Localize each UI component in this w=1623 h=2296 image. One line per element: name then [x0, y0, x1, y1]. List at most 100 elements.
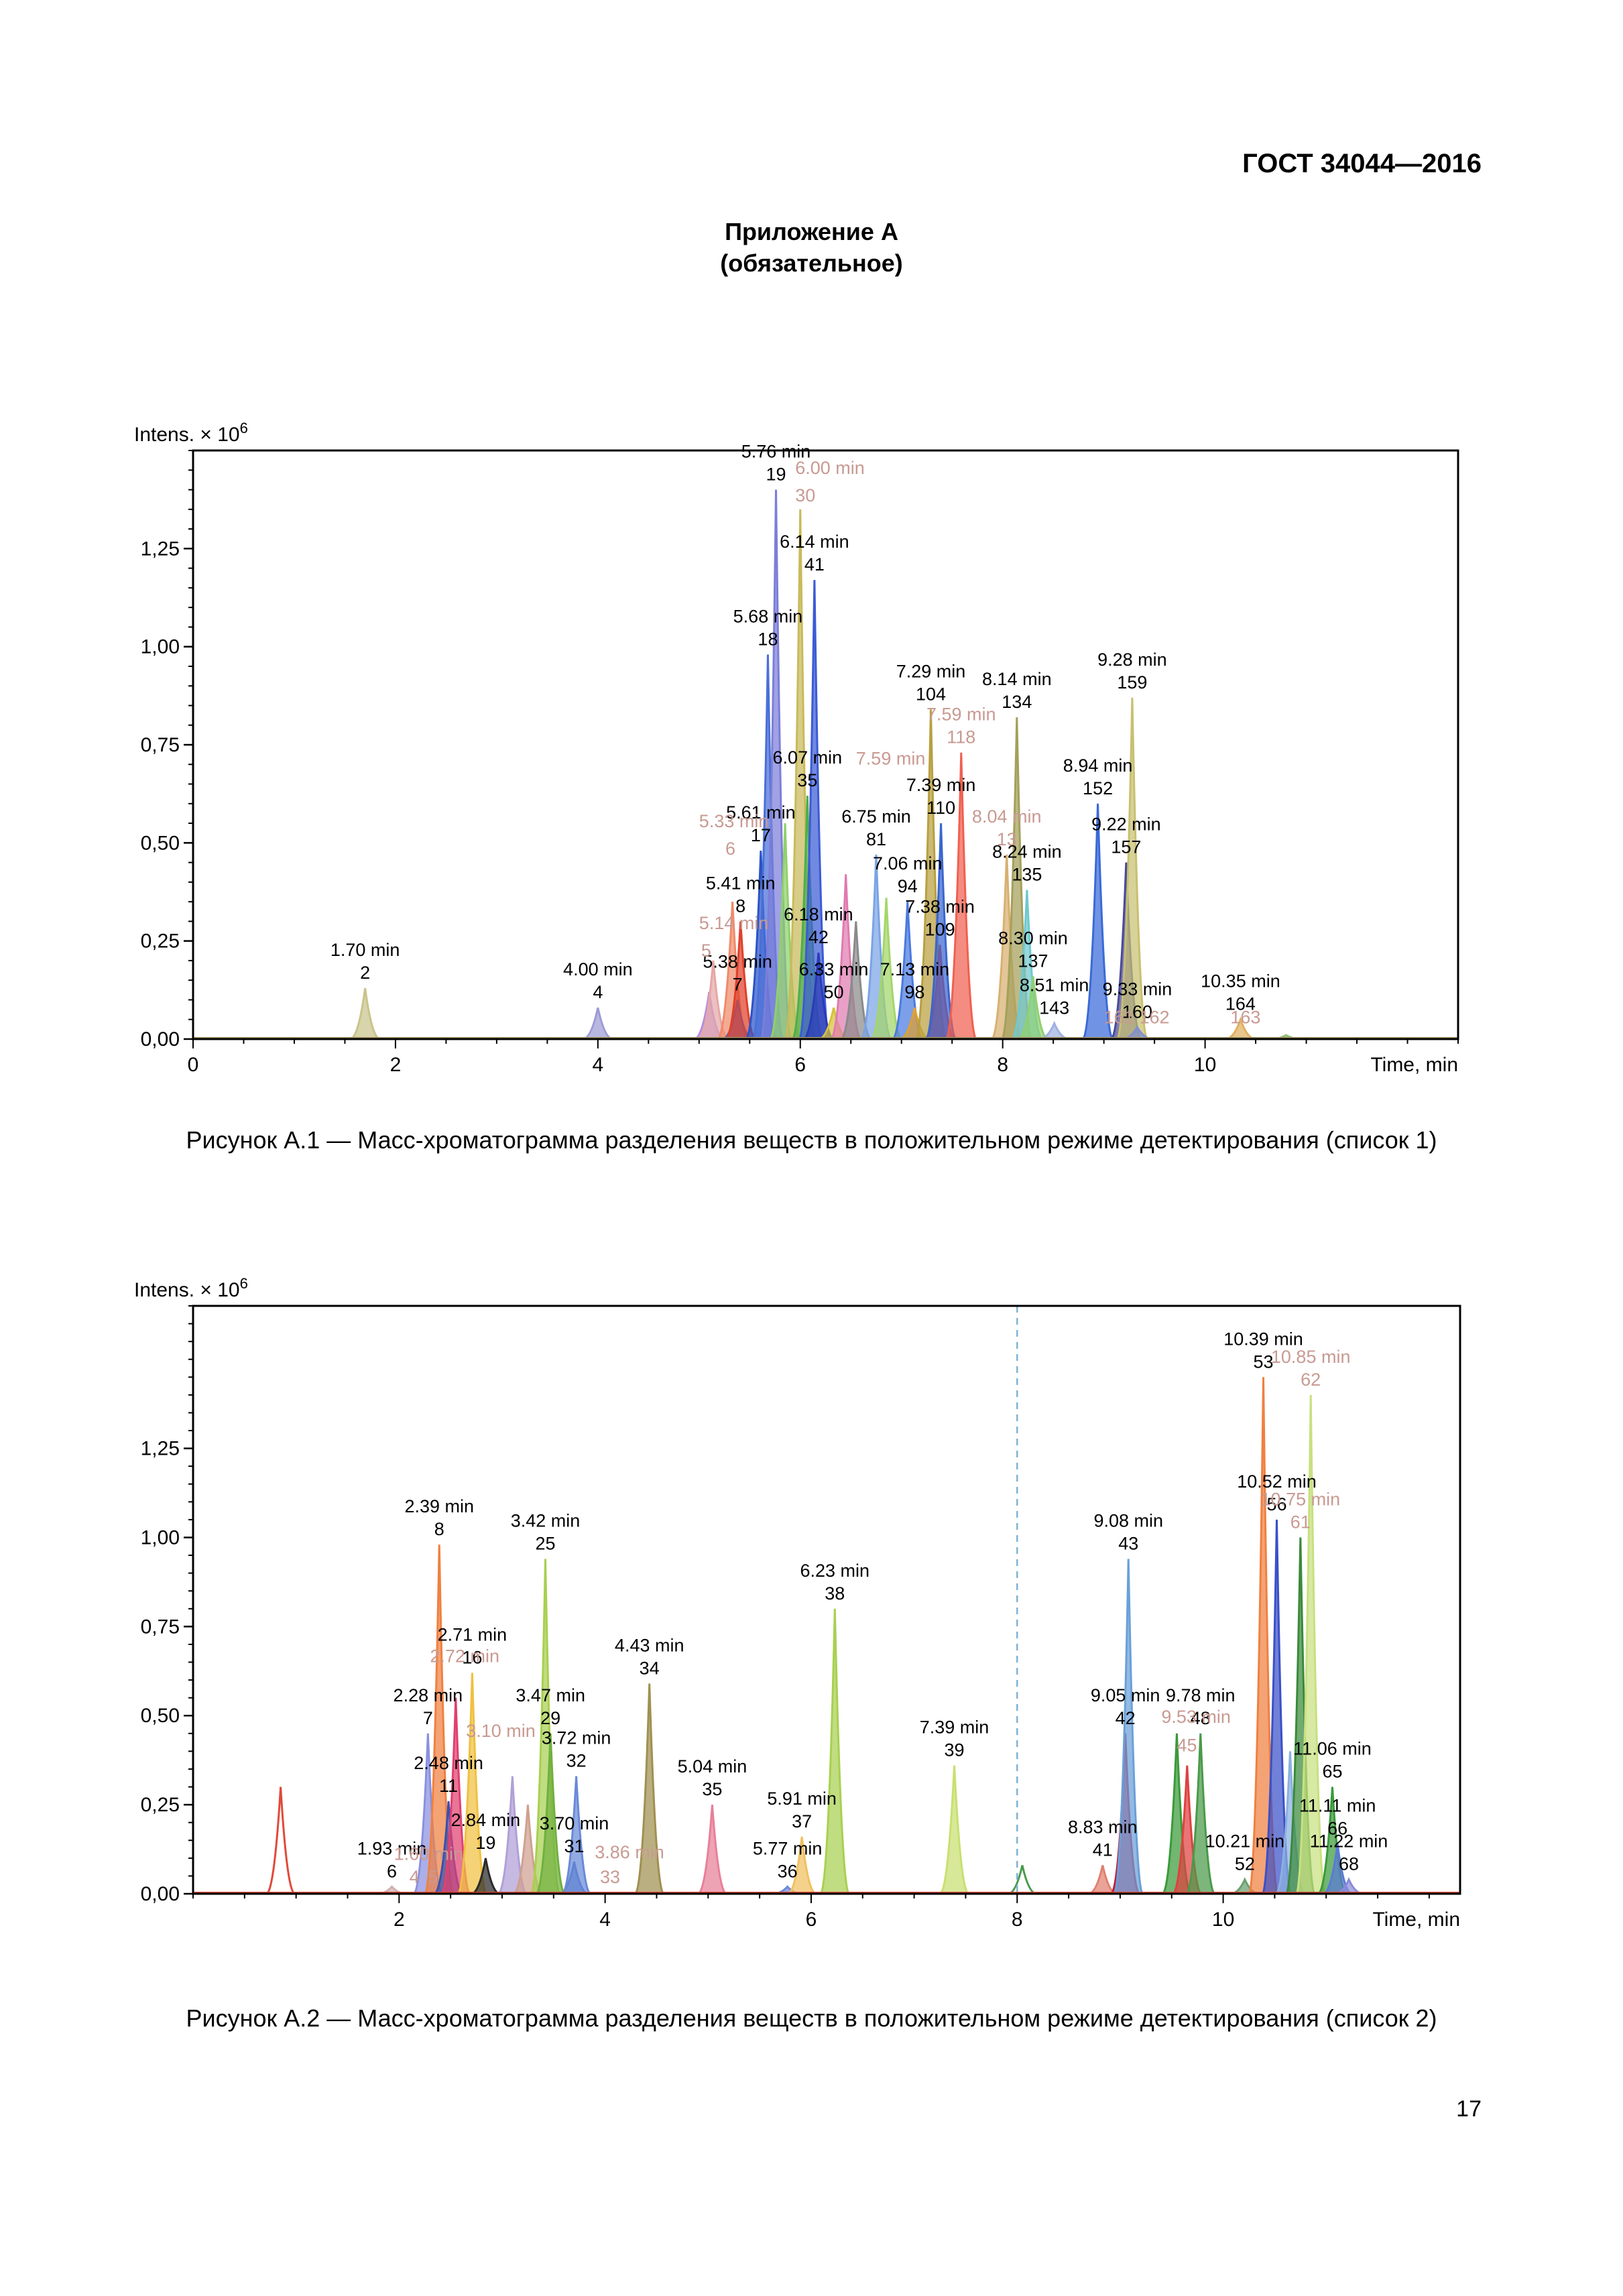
peak-time-label: 6.75 min: [841, 806, 911, 827]
peak-time-label: 9.05 min: [1091, 1685, 1160, 1705]
peak-time-label: 9.28 min: [1097, 650, 1167, 670]
peak-id-label: 34: [640, 1658, 660, 1678]
peak-time-label: 5.76 min: [741, 442, 811, 462]
peak-id-label: 17: [751, 825, 771, 845]
x-tick-label: 4: [599, 1909, 611, 1931]
y-axis-label: Intens. × 106: [134, 420, 248, 446]
peak-time-label: 11.11 min: [1299, 1796, 1376, 1816]
peak-id-label: 98: [904, 982, 924, 1002]
x-tick-label: 8: [997, 1054, 1008, 1076]
peak-time-label: 5.41 min: [706, 873, 776, 893]
peak-time-label: 10.21 min: [1205, 1831, 1285, 1852]
peak-id-label: 7: [423, 1708, 433, 1728]
x-tick-label: 2: [390, 1054, 402, 1076]
peak-time-label: 4.43 min: [615, 1635, 684, 1655]
peak-time-label: 2.48 min: [414, 1753, 483, 1773]
peak-time-label: 6.14 min: [780, 532, 849, 552]
peak-time-label: 10.39 min: [1223, 1329, 1303, 1349]
peak-id-label: 18: [758, 629, 778, 649]
peak-time-label: 10.75 min: [1261, 1489, 1341, 1509]
peak-time-label: 9.08 min: [1093, 1510, 1163, 1530]
y-tick-label: 0,75: [141, 1616, 180, 1638]
peak-time-label: 6.23 min: [800, 1561, 870, 1581]
y-tick-label: 1,25: [141, 1438, 180, 1460]
peak-137: [1017, 976, 1049, 1040]
y-tick-label: 0,25: [141, 1794, 180, 1816]
peak-time-label: 7.39 min: [906, 775, 976, 795]
peak-time-label: 4.00 min: [563, 959, 633, 979]
peak-time-label: 8.04 min: [972, 806, 1042, 827]
peak-id-label: 7: [733, 974, 743, 994]
peak-62: [1295, 1394, 1327, 1895]
peak-38: [819, 1608, 851, 1895]
x-axis-label: Time, min: [1372, 1909, 1460, 1931]
peak-id-label: 8: [434, 1519, 444, 1539]
figure-caption-1: Рисунок А.1 — Масс-хроматограмма разделе…: [186, 1126, 1437, 1154]
peak-id-label: 42: [808, 927, 829, 947]
peak-id-label: 37: [792, 1811, 812, 1831]
peak-time-label: 7.38 min: [905, 897, 975, 917]
peak-id-label: 110: [926, 798, 955, 818]
x-tick-label: 2: [394, 1909, 405, 1931]
peak-id-label: 35: [702, 1779, 722, 1799]
peak-time-label: 7.29 min: [896, 661, 966, 681]
peak-id-label: 29: [540, 1708, 560, 1728]
peak-id-label: 42: [1116, 1708, 1136, 1728]
peak-time-label: 6.33 min: [799, 959, 869, 979]
peak-41: [798, 580, 831, 1040]
peak-2: [349, 987, 381, 1040]
faded-peak-label: 2.72 min: [430, 1646, 499, 1667]
peak-time-label: 3.47 min: [516, 1685, 585, 1705]
faded-peak-label: 5: [428, 1867, 438, 1887]
peak-id-label: 43: [1118, 1533, 1138, 1553]
x-tick-label: 0: [188, 1054, 199, 1076]
peak-id-label: 65: [1322, 1762, 1342, 1782]
peak-35: [697, 1805, 727, 1895]
y-tick-label: 0,50: [141, 832, 180, 854]
peak-id-label: 16: [462, 1647, 482, 1667]
peak-id-label: 32: [566, 1751, 587, 1771]
peak-unlabeled-0: [265, 1787, 296, 1895]
y-axis-label: Intens. × 106: [134, 1275, 248, 1301]
peak-id-label: 62: [1301, 1370, 1321, 1390]
peak-id-label: 2: [360, 963, 370, 983]
peak-id-label: 61: [1290, 1512, 1311, 1532]
peak-id-label: 104: [916, 684, 946, 704]
peak-time-label: 10.35 min: [1201, 971, 1280, 991]
peak-time-label: 5.04 min: [678, 1756, 747, 1776]
y-tick-label: 1,25: [141, 538, 180, 560]
faded-peak-label: 163: [1230, 1008, 1260, 1028]
peak-time-label: 8.30 min: [998, 928, 1068, 948]
faded-peak-label: 161: [1104, 1008, 1134, 1028]
peak-id-label: 53: [1253, 1351, 1273, 1372]
peak-id-label: 118: [947, 727, 975, 747]
peak-time-label: 5.91 min: [767, 1789, 837, 1809]
peak-time-label: 8.14 min: [982, 669, 1052, 689]
peak-time-label: 6.07 min: [773, 747, 843, 768]
peak-id-label: 135: [1012, 865, 1042, 885]
x-axis-label: Time, min: [1370, 1054, 1458, 1076]
y-tick-label: 1,00: [141, 636, 180, 658]
peak-118: [945, 752, 977, 1040]
peak-time-label: 7.39 min: [920, 1717, 989, 1738]
faded-peak-label: 45: [1177, 1735, 1197, 1755]
peak-time-label: 11.22 min: [1310, 1831, 1388, 1852]
faded-peak-label: 3.86 min: [595, 1842, 664, 1862]
faded-peak-label: 5.33 min: [699, 811, 769, 831]
peak-37: [787, 1836, 817, 1895]
peak-id-label: 35: [797, 770, 817, 790]
peak-id-label: 6: [387, 1861, 397, 1881]
peak-time-label: 5.68 min: [733, 606, 803, 626]
y-tick-label: 1,00: [141, 1526, 180, 1549]
peak-id-label: 25: [535, 1533, 555, 1553]
peak-time-label: 5.61 min: [726, 802, 796, 823]
x-tick-label: 8: [1012, 1909, 1023, 1931]
peak-id-label: 19: [766, 465, 786, 485]
faded-peak-label: 6.00 min: [795, 458, 865, 478]
peaks-group: [265, 1377, 1364, 1895]
faded-peak-label: 6: [725, 839, 735, 859]
peak-time-label: 8.83 min: [1068, 1817, 1138, 1837]
peak-unlabeled-20: [1008, 1865, 1037, 1895]
x-tick-label: 10: [1212, 1909, 1234, 1931]
peak-time-label: 3.70 min: [540, 1813, 609, 1833]
